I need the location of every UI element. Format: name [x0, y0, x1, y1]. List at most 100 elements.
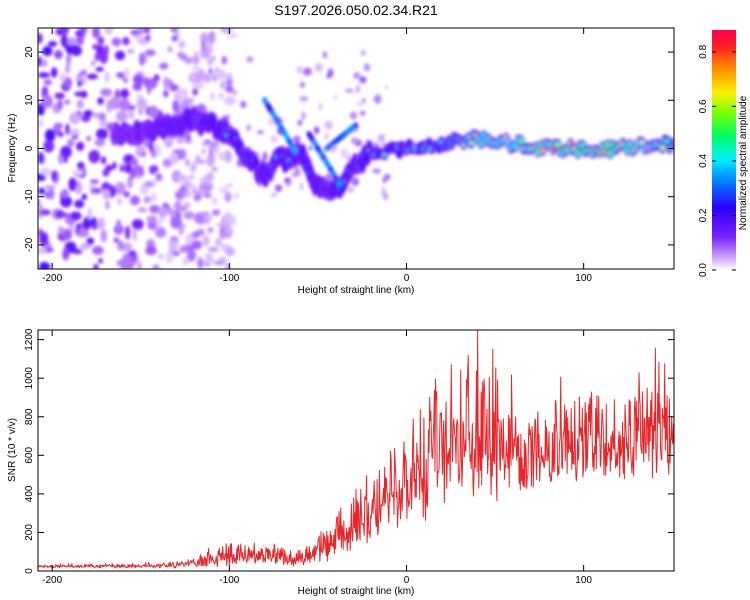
spectral-blob [95, 66, 104, 72]
spectral-blob [185, 158, 190, 167]
x-tick-label: -100 [219, 273, 239, 284]
spectral-blob [137, 28, 145, 36]
spectral-blob [351, 137, 358, 144]
snr-line [38, 330, 674, 569]
spectral-blob [223, 150, 232, 163]
spectral-blob [76, 34, 84, 46]
spectral-blob [212, 147, 217, 154]
spectral-blob [109, 96, 121, 110]
spectral-blob [318, 103, 323, 111]
spectral-blob [147, 219, 158, 230]
spectral-blob [65, 123, 70, 136]
spectral-blob [137, 207, 148, 213]
spectral-blob [324, 132, 329, 140]
spectral-blob [169, 235, 179, 242]
spectral-blob [349, 111, 358, 120]
spectral-blob [143, 196, 152, 204]
spectral-blob [165, 251, 174, 264]
spectral-blob [57, 99, 63, 110]
spectral-blob [296, 66, 304, 74]
spectral-blob [86, 73, 99, 80]
spectral-blob [297, 119, 303, 126]
spectral-blob [231, 89, 238, 96]
spectral-blob [186, 249, 197, 262]
snr-x-axis: -200 -100 0 100 [42, 330, 592, 586]
spectral-blob [207, 227, 214, 234]
spectral-blob [82, 79, 89, 84]
spectral-blob [519, 138, 524, 144]
spectral-blob [124, 163, 132, 174]
spectral-blob [218, 151, 226, 161]
spectral-blob [340, 186, 346, 193]
spectral-blob [43, 79, 53, 86]
colorbar-tick-label: 0.0 [698, 263, 709, 277]
spectral-blob [80, 242, 91, 250]
spectral-blob [95, 128, 108, 140]
y-tick-label: 600 [24, 447, 35, 464]
spectral-blob [219, 225, 226, 240]
spectral-blob [187, 192, 192, 198]
spectral-blob [61, 228, 73, 241]
spectral-blob [225, 182, 234, 188]
spectral-blob [363, 63, 371, 72]
spectral-blob [50, 67, 58, 78]
spectral-blob [167, 46, 173, 53]
spectral-blob [146, 81, 152, 95]
spectral-blob [157, 216, 166, 223]
spectral-blob [234, 192, 239, 199]
spectrogram-x-axis: -200 -100 0 100 [42, 28, 592, 284]
spectral-blob [381, 187, 386, 197]
spectral-blob [163, 76, 170, 90]
spectral-blob [116, 219, 122, 233]
spectral-blob [75, 141, 85, 151]
spectral-blob [172, 100, 180, 113]
spectral-blob [192, 88, 199, 96]
spectral-blob [121, 242, 133, 253]
spectral-blob [359, 110, 366, 116]
spectral-blob [211, 166, 218, 172]
spectral-blob [190, 162, 197, 173]
spectral-blob [122, 37, 130, 46]
x-tick-label: -100 [219, 575, 239, 586]
y-tick-label: 20 [24, 46, 35, 58]
y-tick-label: 1200 [24, 328, 35, 351]
spectral-blob [91, 112, 100, 118]
spectral-blob [170, 215, 183, 229]
spectral-blob [198, 256, 203, 269]
spectral-blob [148, 105, 159, 119]
spectral-blob [151, 178, 156, 186]
spectral-blob [94, 138, 106, 147]
spectral-blob [86, 135, 91, 142]
spectral-blob [98, 257, 103, 264]
spectral-blob [57, 131, 64, 138]
y-tick-label: 10 [24, 94, 35, 106]
spectral-blob [54, 49, 63, 60]
spectral-blob [120, 88, 130, 99]
spectral-blob [144, 49, 156, 57]
spectral-blob [360, 50, 366, 56]
spectral-blob [209, 140, 220, 154]
spectral-blob [92, 216, 98, 231]
spectral-blob [133, 73, 144, 86]
spectral-blob [218, 187, 229, 193]
spectral-blob [347, 186, 355, 193]
spectral-blob [158, 62, 169, 70]
y-tick-label: 200 [24, 524, 35, 541]
spectral-blob [138, 52, 145, 66]
spectral-blob [194, 212, 204, 224]
spectral-blob [345, 88, 354, 93]
x-tick-label: 0 [404, 575, 410, 586]
snr-frame [37, 329, 675, 572]
spectral-blob [169, 84, 179, 92]
y-tick-label: 400 [24, 485, 35, 502]
spectral-blob [292, 135, 301, 144]
spectral-blob [38, 32, 43, 44]
spectral-blob [105, 200, 110, 210]
spectral-blob [220, 28, 233, 34]
colorbar-ticks: 0.0 0.2 0.4 0.6 0.8 [698, 44, 736, 277]
spectral-blob [124, 225, 131, 240]
colorbar-gradient [712, 30, 736, 270]
spectral-blob [63, 99, 71, 105]
spectral-blob [340, 148, 349, 159]
spectral-blob [174, 200, 182, 214]
